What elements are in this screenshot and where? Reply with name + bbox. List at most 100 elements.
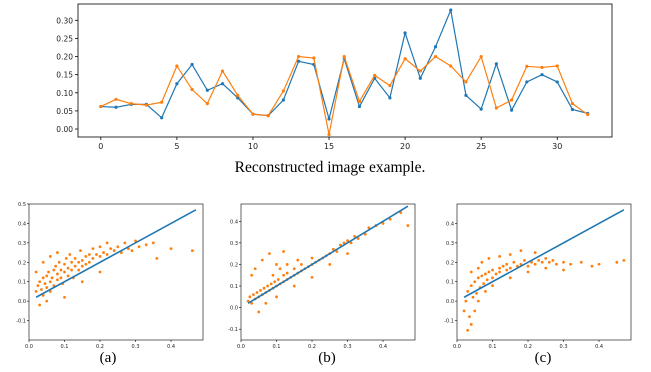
y-tick-label: 0.30 <box>56 16 73 25</box>
scatter-point <box>282 250 286 253</box>
scatter-point <box>98 245 102 249</box>
scatter-point <box>130 249 134 253</box>
y-tick-label: 0.0 <box>446 299 454 305</box>
y-tick-label: 0.05 <box>56 107 73 116</box>
y-tick-label: 0.20 <box>56 53 73 62</box>
y-tick-label: 0.2 <box>446 260 454 266</box>
y-tick-label: 0.4 <box>230 219 238 225</box>
x-tick-label: 0.3 <box>132 344 140 350</box>
series-2-point <box>190 87 194 92</box>
series-2-point <box>449 64 453 68</box>
x-tick-label: 10 <box>248 142 258 151</box>
scatter-point <box>487 270 491 274</box>
scatter-point <box>252 293 255 297</box>
scatter-point <box>269 282 273 286</box>
scatter-point <box>59 276 63 280</box>
scatter-point <box>276 278 280 281</box>
scatter-point <box>367 226 371 230</box>
scatter-panel-b: 0.0 0.1 0.2 0.3 0.4 -0.1 0.0 0.1 0.2 0.3 0.4 (b) <box>228 203 416 366</box>
scatter-point <box>34 270 38 274</box>
y-tick-label: 0.3 <box>18 241 26 247</box>
y-tick-label: 0.2 <box>18 260 26 266</box>
scatter-point <box>255 291 259 294</box>
x-tick-label: 15 <box>324 142 334 151</box>
series-1-point <box>464 93 468 97</box>
series-1-point <box>388 96 392 100</box>
series-2-point <box>114 97 118 101</box>
series-1-point <box>418 76 422 80</box>
x-tick-label: 0.4 <box>379 344 387 350</box>
scatter-point <box>482 282 486 286</box>
x-tick-label: 0.1 <box>273 344 281 350</box>
scatter-point <box>544 257 548 260</box>
x-tick-label: 0.3 <box>560 344 568 350</box>
series-2-point <box>586 112 590 117</box>
scatter-point <box>43 282 47 286</box>
scatter-point <box>494 272 498 276</box>
scatter-point <box>590 264 594 268</box>
scatter-point <box>469 270 473 274</box>
scatter-point <box>84 262 88 266</box>
scatter-point <box>555 262 558 266</box>
x-tick-label: 5 <box>174 142 179 151</box>
series-2-point <box>357 99 362 104</box>
scatter-point <box>73 264 77 268</box>
series-1-point <box>494 62 498 66</box>
scatter-point <box>491 268 494 272</box>
scatter-point <box>190 249 194 253</box>
scatter-point <box>80 280 84 284</box>
scatter-point <box>282 273 286 277</box>
scatter-point <box>275 263 278 266</box>
scatter-point <box>151 241 155 245</box>
scatter-point <box>40 288 43 291</box>
series-2-point <box>509 98 514 102</box>
scatter-point <box>491 284 494 287</box>
scatter-point <box>77 260 81 264</box>
scatter-point <box>537 258 541 262</box>
scatter-point <box>56 272 59 276</box>
scatter-point <box>169 247 173 251</box>
scatter-point <box>339 243 342 247</box>
scatter-point <box>597 262 601 266</box>
scatter-point <box>105 241 109 245</box>
plot-frame <box>240 203 416 341</box>
y-tick-label: 0.0 <box>230 306 238 312</box>
scatter-point <box>480 274 484 278</box>
scatter-point <box>63 270 66 274</box>
scatter-point <box>406 224 410 227</box>
scatter-point <box>468 315 471 319</box>
scatter-point <box>250 301 254 305</box>
series-2-point <box>525 64 529 68</box>
x-tick-label: 25 <box>476 142 486 151</box>
scatter-point <box>388 217 392 221</box>
series-2-point <box>403 57 407 61</box>
y-tick-label: 0.25 <box>56 34 73 43</box>
scatter-point <box>346 252 349 256</box>
scatter-point <box>498 270 502 274</box>
scatter-point <box>91 257 95 260</box>
series-2-point <box>281 89 285 93</box>
scatter-point <box>485 278 489 282</box>
y-tick-label: 0.2 <box>230 262 238 268</box>
scatter-point <box>137 245 141 249</box>
series-2-point <box>129 102 133 106</box>
scatter-point <box>526 264 530 268</box>
scatter-point <box>466 328 470 332</box>
scatter-point <box>466 290 470 293</box>
y-tick-label: 0.10 <box>56 89 73 98</box>
scatter-point <box>476 299 480 303</box>
y-tick-label: 0.00 <box>56 125 73 134</box>
scatter-point <box>50 276 54 280</box>
scatter-point <box>498 255 502 258</box>
scatter-point <box>469 284 473 287</box>
scatter-point <box>155 257 159 260</box>
scatter-point <box>622 258 626 262</box>
scatter-point <box>292 267 296 271</box>
scatter-point <box>79 249 82 253</box>
scatter-panel-a: 0.0 0.1 0.2 0.3 0.4 -0.1 0.0 0.1 0.2 0.3 0.4 0.5 (a) <box>16 202 204 366</box>
scatter-point <box>271 273 275 277</box>
series-2-point <box>327 132 331 137</box>
scatter-point <box>519 249 523 253</box>
scatter-point <box>346 239 349 243</box>
scatter-point <box>56 278 59 282</box>
